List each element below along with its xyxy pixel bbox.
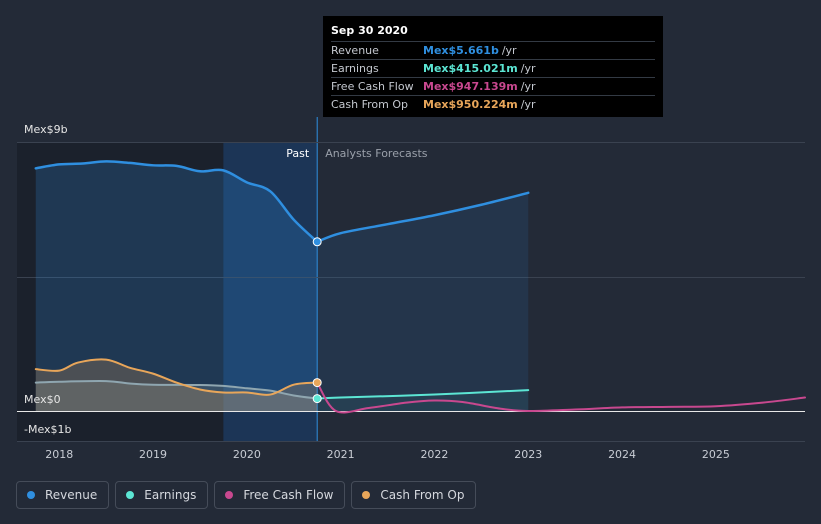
tooltip-label: Cash From Op: [331, 98, 409, 111]
legend-label: Revenue: [45, 488, 98, 502]
legend-label: Cash From Op: [380, 488, 465, 502]
x-tick-label: 2023: [514, 448, 542, 461]
x-tick-label: 2020: [233, 448, 261, 461]
legend-item-cash-from-op[interactable]: Cash From Op: [351, 481, 477, 509]
cash-from-op-marker: [312, 378, 322, 388]
revenue-forecast-line: [315, 191, 530, 244]
revenue-points-line: [34, 160, 319, 244]
tooltip-unit: /yr: [520, 80, 536, 93]
tooltip-value: Mex$947.139m: [423, 80, 518, 93]
revenue-points-area: [35, 161, 318, 411]
past-label: Past: [286, 147, 310, 160]
tooltip-label: Earnings: [331, 62, 379, 75]
x-tick-label: 2025: [702, 448, 730, 461]
tooltip-unit: /yr: [520, 98, 536, 111]
y-tick-label: Mex$0: [24, 393, 61, 406]
tooltip: Sep 30 2020 Revenue Mex$5.661b/yr Earnings…: [323, 16, 663, 117]
tooltip-value: Mex$415.021m: [423, 62, 518, 75]
x-tick-label: 2021: [327, 448, 355, 461]
tooltip-label: Free Cash Flow: [331, 80, 414, 93]
legend-dot-icon: [362, 491, 371, 499]
x-tick-label: 2018: [45, 448, 73, 461]
legend-item-free-cash-flow[interactable]: Free Cash Flow: [214, 481, 346, 509]
y-tick-label: -Mex$1b: [24, 423, 72, 436]
tooltip-value: Mex$5.661b: [423, 44, 499, 57]
legend-dot-icon: [225, 491, 234, 499]
tooltip-date: Sep 30 2020: [331, 24, 408, 37]
legend-dot-icon: [126, 491, 135, 499]
revenue-marker: [312, 237, 322, 247]
tooltip-unit: /yr: [520, 62, 536, 75]
tooltip-row: Earnings Mex$415.021m/yr: [331, 59, 655, 77]
cash-from-op-points-line: [34, 358, 319, 396]
tooltip-row: Revenue Mex$5.661b/yr: [331, 41, 655, 59]
earnings-marker: [312, 394, 322, 404]
x-tick-label: 2024: [608, 448, 636, 461]
tooltip-row: Free Cash Flow Mex$947.139m/yr: [331, 77, 655, 95]
tooltip-unit: /yr: [501, 44, 517, 57]
free-cash-flow-forecast-line: [316, 381, 806, 414]
x-tick-label: 2022: [420, 448, 448, 461]
legend: Revenue Earnings Free Cash Flow Cash From O…: [16, 481, 477, 509]
y-tick-label: Mex$9b: [24, 123, 68, 136]
x-tick-label: 2019: [139, 448, 167, 461]
legend-label: Earnings: [144, 488, 197, 502]
tooltip-row: Cash From Op Mex$950.224m/yr: [331, 95, 655, 113]
tooltip-label: Revenue: [331, 44, 379, 57]
legend-item-earnings[interactable]: Earnings: [115, 481, 209, 509]
legend-item-revenue[interactable]: Revenue: [16, 481, 110, 509]
legend-dot-icon: [27, 491, 35, 499]
forecast-label: Analysts Forecasts: [325, 147, 428, 160]
financial-chart: Mex$9b Mex$0 -Mex$1b 2018 2019 2020 2021 2022 20…: [17, 117, 806, 461]
tooltip-value: Mex$950.224m: [423, 98, 518, 111]
revenue-forecast-area: [317, 192, 529, 411]
legend-label: Free Cash Flow: [243, 488, 334, 502]
